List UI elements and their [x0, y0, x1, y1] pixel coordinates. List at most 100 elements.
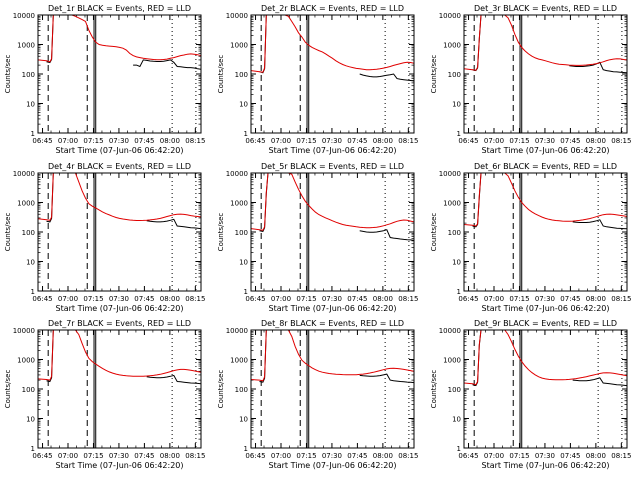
y-tick-label: 1 — [31, 445, 35, 453]
y-tick-label: 1000 — [443, 200, 461, 208]
x-tick-label: 08:00 — [160, 295, 180, 303]
y-tick-label: 10 — [239, 101, 248, 109]
x-axis-label: Start Time (07-Jun-06 06:42:20) — [56, 304, 184, 313]
x-tick-label: 07:00 — [484, 452, 504, 460]
chart-panel-2: Det_2r BLACK = Events, RED = LLD Counts/s… — [217, 4, 418, 155]
x-tick-label: 07:00 — [271, 137, 291, 145]
y-tick-label: 100 — [235, 386, 248, 394]
plot-frame — [37, 329, 202, 449]
x-tick-label: 07:15 — [509, 137, 529, 145]
x-tick-label: 08:15 — [611, 137, 631, 145]
series-events-line — [259, 15, 414, 82]
y-tick-label: 10000 — [439, 170, 461, 178]
x-tick-label: 06:45 — [458, 137, 478, 145]
y-tick-label: 1 — [31, 288, 35, 296]
plot-frame — [463, 329, 628, 449]
y-tick-label: 10000 — [439, 327, 461, 335]
x-tick-label: 08:15 — [185, 295, 205, 303]
plot-frame — [37, 14, 202, 134]
x-tick-label: 08:00 — [373, 295, 393, 303]
y-axis-label: Counts/sec — [217, 213, 225, 252]
plot-frame — [250, 172, 415, 292]
chart-title: Det_1r BLACK = Events, RED = LLD — [48, 4, 191, 13]
chart-title: Det_5r BLACK = Events, RED = LLD — [261, 162, 404, 171]
y-tick-label: 100 — [235, 71, 248, 79]
x-tick-label: 08:15 — [611, 452, 631, 460]
series-events-line — [472, 173, 627, 230]
series-events-line — [46, 330, 201, 385]
x-tick-label: 07:45 — [347, 452, 367, 460]
chart-title: Det_8r BLACK = Events, RED = LLD — [261, 319, 404, 328]
x-tick-label: 06:45 — [32, 295, 52, 303]
x-tick-label: 06:45 — [245, 137, 265, 145]
series-events-line — [259, 173, 414, 241]
series-events-line — [46, 173, 201, 230]
x-axis-label: Start Time (07-Jun-06 06:42:20) — [269, 461, 397, 470]
x-tick-label: 08:00 — [160, 137, 180, 145]
x-axis-label: Start Time (07-Jun-06 06:42:20) — [482, 461, 610, 470]
y-tick-label: 1 — [457, 288, 461, 296]
y-tick-label: 1000 — [443, 357, 461, 365]
y-tick-label: 1 — [457, 130, 461, 138]
x-tick-label: 08:00 — [586, 295, 606, 303]
x-tick-label: 07:00 — [58, 295, 78, 303]
x-axis-label: Start Time (07-Jun-06 06:42:20) — [269, 304, 397, 313]
y-tick-label: 10000 — [226, 327, 248, 335]
y-tick-label: 10000 — [13, 12, 35, 20]
chart-panel-6: Det_6r BLACK = Events, RED = LLD Counts/s… — [430, 162, 631, 313]
series-lld-line — [251, 173, 414, 231]
y-tick-label: 1 — [244, 445, 248, 453]
chart-panel-1: Det_1r BLACK = Events, RED = LLD Counts/s… — [4, 4, 205, 155]
x-tick-label: 07:45 — [134, 452, 154, 460]
x-tick-label: 08:00 — [373, 452, 393, 460]
x-tick-label: 07:30 — [535, 452, 555, 460]
x-tick-label: 07:45 — [560, 137, 580, 145]
y-tick-label: 1000 — [230, 357, 248, 365]
x-axis-label: Start Time (07-Jun-06 06:42:20) — [269, 146, 397, 155]
y-tick-label: 100 — [448, 229, 461, 237]
x-tick-label: 07:00 — [484, 295, 504, 303]
chart-panel-7: Det_7r BLACK = Events, RED = LLD Counts/s… — [4, 319, 205, 470]
y-tick-label: 10000 — [13, 170, 35, 178]
series-events-line — [46, 15, 201, 70]
chart-panel-8: Det_8r BLACK = Events, RED = LLD Counts/s… — [217, 319, 418, 470]
chart-title: Det_6r BLACK = Events, RED = LLD — [474, 162, 617, 171]
series-lld-line — [251, 15, 414, 73]
y-axis-label: Counts/sec — [4, 55, 12, 94]
x-tick-label: 07:15 — [296, 137, 316, 145]
x-axis-label: Start Time (07-Jun-06 06:42:20) — [56, 461, 184, 470]
series-events-line — [259, 330, 414, 384]
y-tick-label: 100 — [448, 386, 461, 394]
y-tick-label: 10000 — [13, 327, 35, 335]
chart-title: Det_3r BLACK = Events, RED = LLD — [474, 4, 617, 13]
x-tick-label: 07:15 — [83, 137, 103, 145]
chart-title: Det_4r BLACK = Events, RED = LLD — [48, 162, 191, 171]
y-axis-label: Counts/sec — [430, 55, 438, 94]
series-events-line — [472, 330, 627, 387]
x-tick-label: 08:15 — [185, 137, 205, 145]
x-tick-label: 08:00 — [586, 452, 606, 460]
x-tick-label: 07:00 — [58, 137, 78, 145]
y-tick-label: 10 — [26, 101, 35, 109]
x-tick-label: 07:45 — [347, 295, 367, 303]
x-tick-label: 08:15 — [398, 295, 418, 303]
x-axis-label: Start Time (07-Jun-06 06:42:20) — [482, 304, 610, 313]
y-tick-label: 100 — [22, 386, 35, 394]
chart-panel-9: Det_9r BLACK = Events, RED = LLD Counts/s… — [430, 319, 631, 470]
y-tick-label: 100 — [22, 229, 35, 237]
series-lld-line — [464, 173, 627, 227]
x-tick-label: 07:30 — [322, 137, 342, 145]
series-lld-line — [38, 15, 201, 63]
x-axis-label: Start Time (07-Jun-06 06:42:20) — [56, 146, 184, 155]
x-tick-label: 07:15 — [296, 452, 316, 460]
x-tick-label: 07:45 — [134, 137, 154, 145]
x-tick-label: 07:45 — [347, 137, 367, 145]
plot-frame — [463, 172, 628, 292]
x-tick-label: 06:45 — [32, 452, 52, 460]
series-lld-line — [38, 330, 201, 381]
y-tick-label: 1 — [31, 130, 35, 138]
x-tick-label: 07:15 — [509, 452, 529, 460]
y-tick-label: 10000 — [226, 12, 248, 20]
x-tick-label: 07:30 — [322, 295, 342, 303]
series-lld-line — [251, 330, 414, 382]
